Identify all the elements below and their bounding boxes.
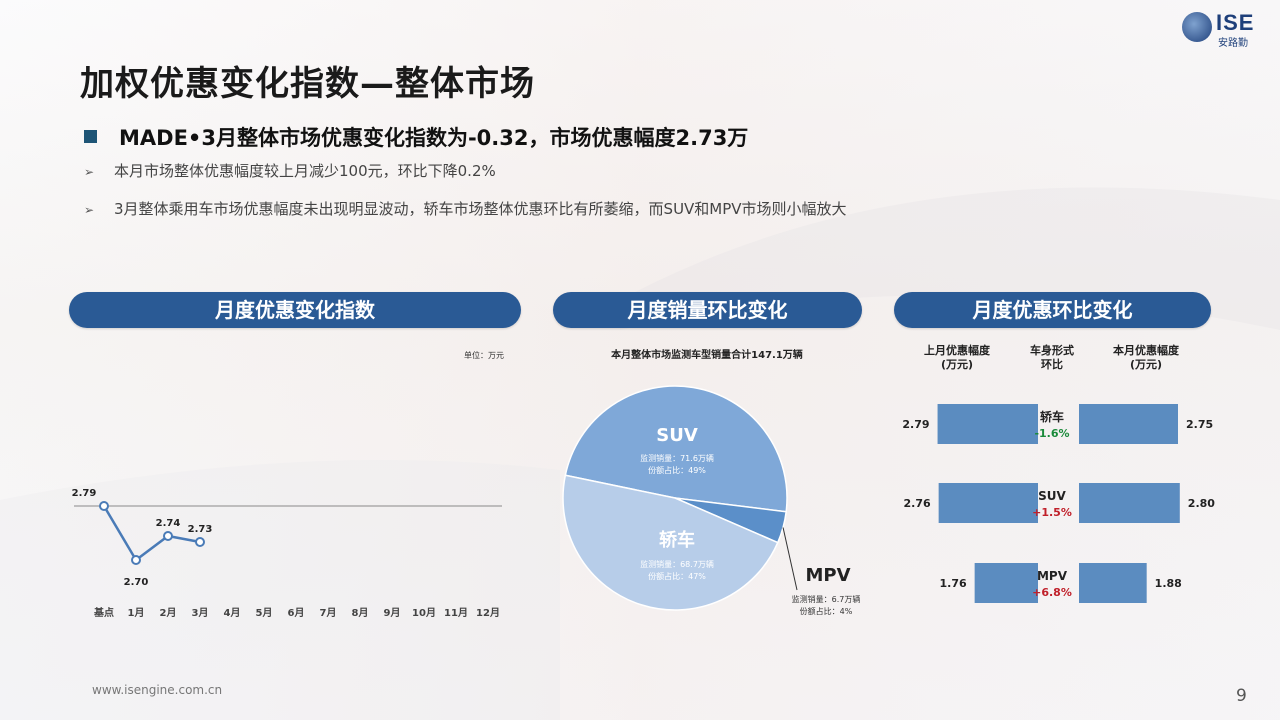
body-type-label: MPV	[1037, 569, 1068, 583]
data-label: 2.79	[72, 488, 97, 499]
panel-header-index: 月度优惠变化指数	[69, 292, 521, 328]
x-tick-label: 8月	[352, 607, 369, 619]
data-point	[195, 537, 205, 547]
data-label: 2.74	[156, 518, 181, 529]
bar-value-label: 2.79	[902, 418, 929, 431]
slice-value-label: 监测销量：6.7万辆	[792, 594, 861, 604]
bar-value-label: 2.75	[1186, 418, 1213, 431]
bar-value-label: 2.76	[903, 497, 930, 510]
header-left: 上月优惠幅度	[924, 343, 991, 357]
sub-bullet-text: 本月市场整体优惠幅度较上月减少100元，环比下降0.2%	[114, 162, 496, 180]
unit-label: 单位：万元	[464, 350, 504, 360]
slice-share-label: 份额占比：4%	[800, 606, 853, 616]
logo-brand-text: ISE	[1216, 10, 1255, 35]
slice-value-label: 监测销量：71.6万辆	[640, 453, 714, 463]
slice-name-label: 轿车	[659, 529, 695, 551]
change-label: +6.8%	[1032, 586, 1072, 599]
pie-slice	[562, 474, 779, 611]
page-title: 加权优惠变化指数—整体市场	[80, 64, 535, 104]
pie-slice	[564, 385, 788, 513]
brand-logo: ISE 安路勤	[1180, 10, 1270, 49]
bar-value-label: 1.88	[1155, 577, 1182, 590]
logo-sub-text: 安路勤	[1218, 38, 1248, 49]
bar-this-month	[1079, 483, 1180, 523]
change-label: -1.6%	[1034, 427, 1069, 440]
bar-value-label: 1.76	[939, 577, 966, 590]
x-tick-label: 7月	[320, 607, 337, 619]
arrow-bullet-icon: ➢	[84, 165, 95, 179]
sub-bullet-text: 3月整体乘用车市场优惠幅度未出现明显波动，轿车市场整体优惠环比有所萎缩，而SUV…	[114, 200, 847, 218]
x-tick-label: 3月	[192, 607, 209, 619]
x-tick-label: 5月	[256, 607, 273, 619]
body-type-label: SUV	[1038, 489, 1066, 503]
x-tick-label: 2月	[160, 607, 177, 619]
slice-name-label: SUV	[656, 425, 698, 446]
main-bullet: MADE•3月整体市场优惠变化指数为-0.32，市场优惠幅度2.73万	[84, 122, 748, 152]
data-label: 2.70	[124, 577, 149, 588]
data-point	[131, 555, 141, 565]
data-point	[99, 501, 109, 511]
x-tick-label: 基点	[93, 606, 114, 619]
header-right: 本月优惠幅度	[1113, 343, 1180, 357]
header-left: (万元)	[941, 358, 973, 371]
logo-emblem-icon	[1182, 12, 1212, 42]
main-bullet-text: MADE•3月整体市场优惠变化指数为-0.32，市场优惠幅度2.73万	[119, 126, 749, 150]
panel-header-discount: 月度优惠环比变化	[894, 292, 1211, 328]
panel-header-sales: 月度销量环比变化	[553, 292, 862, 328]
series-line	[102, 505, 201, 562]
page-number: 9	[1236, 686, 1247, 706]
x-tick-label: 6月	[288, 607, 305, 619]
header-middle: 车身形式	[1030, 343, 1074, 357]
header-right: (万元)	[1130, 358, 1162, 371]
x-tick-label: 12月	[476, 607, 500, 619]
arrow-bullet-icon: ➢	[84, 203, 95, 217]
sub-bullet-1: ➢ 本月市场整体优惠幅度较上月减少100元，环比下降0.2%	[84, 160, 496, 181]
header-middle: 环比	[1041, 357, 1063, 371]
footer-url: www.isengine.com.cn	[92, 683, 223, 697]
slice-name-label: MPV	[805, 565, 850, 586]
bar-this-month	[1079, 404, 1178, 444]
body-type-label: 轿车	[1040, 409, 1064, 424]
data-point	[163, 531, 173, 541]
pie-title: 本月整体市场监测车型销量合计147.1万辆	[611, 348, 803, 361]
bar-last-month	[974, 563, 1038, 603]
leader-line	[782, 527, 798, 591]
data-label: 2.73	[188, 524, 213, 535]
square-bullet-icon	[84, 130, 97, 143]
bar-value-label: 2.80	[1188, 497, 1215, 510]
x-tick-label: 4月	[224, 607, 241, 619]
change-label: +1.5%	[1032, 506, 1072, 519]
slice-value-label: 监测销量：68.7万辆	[640, 559, 714, 569]
slice-share-label: 份额占比：47%	[648, 571, 706, 581]
x-tick-label: 11月	[444, 607, 468, 619]
x-tick-label: 9月	[384, 607, 401, 619]
bar-this-month	[1079, 563, 1147, 603]
bar-last-month	[937, 404, 1038, 444]
slice-share-label: 份额占比：49%	[648, 465, 706, 475]
bar-last-month	[938, 483, 1038, 523]
x-tick-label: 10月	[412, 607, 436, 619]
sub-bullet-2: ➢ 3月整体乘用车市场优惠幅度未出现明显波动，轿车市场整体优惠环比有所萎缩，而SU…	[84, 198, 847, 219]
x-tick-label: 1月	[128, 607, 145, 619]
